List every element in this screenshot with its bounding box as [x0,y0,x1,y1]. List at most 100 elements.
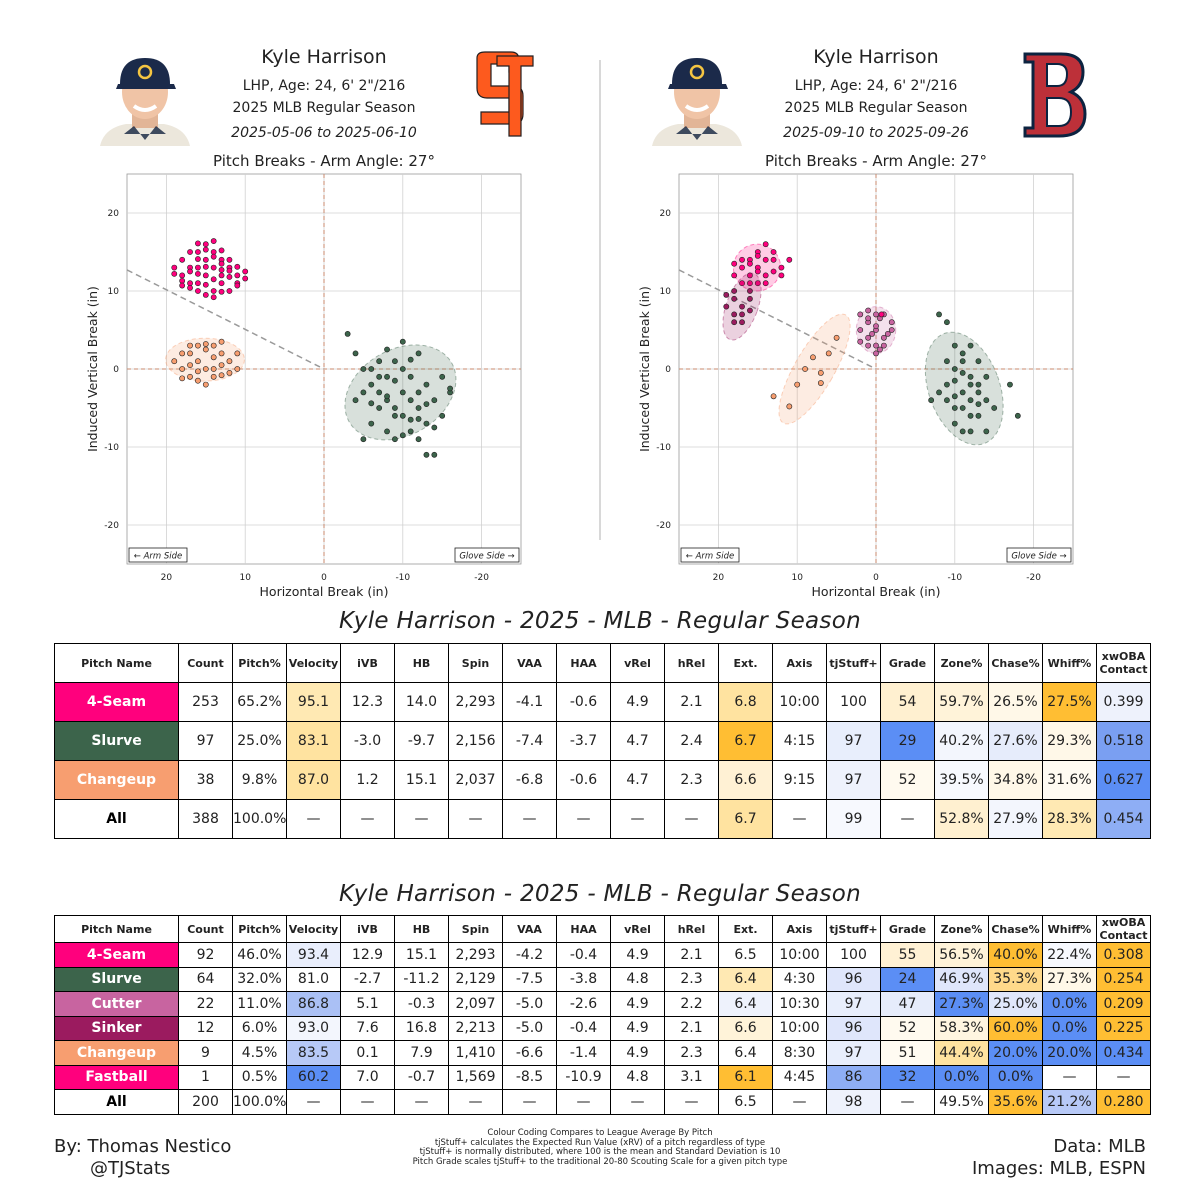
stat-cell: 6.8 [718,682,773,722]
table-row: Fastball 1 0.5% 60.2 7.0 -0.7 1,569 -8.5 -10.9 4.… [54,1064,1151,1090]
stat-cell: 96 [826,966,881,992]
pitch-point-slurve [975,381,982,388]
author-handle: @TJStats [90,1158,171,1179]
pitch-point-slurve [944,319,950,326]
pitch-point-4-seam [226,267,233,274]
stat-cell: 6.4 [718,1040,773,1066]
stat-cell: 86.8 [286,991,341,1017]
pitch-point-slurve [951,405,958,411]
stat-cell: 2.2 [664,991,719,1017]
sf-giants-logo-icon [467,50,537,140]
pitch-point-slurve [399,412,406,419]
stat-cell: 7.6 [340,1015,395,1041]
pitch-point-changeup [210,342,217,349]
stat-cell: 86 [826,1064,881,1090]
column-header: vRel [610,643,665,683]
pitch-point-4-seam [218,267,225,273]
stat-cell: 2.3 [664,760,719,800]
stat-cell: 0.225 [1096,1015,1151,1041]
stat-cell: 100.0% [232,1089,287,1115]
player-name: Kyle Harrison [813,46,939,68]
pitch-point-sinker [731,295,738,302]
column-header: Zone% [934,915,989,943]
pitch-point-changeup [218,372,225,379]
stat-cell: 99 [826,799,881,839]
pitch-point-4-seam [739,264,745,271]
column-header: HAA [556,643,611,683]
pitch-point-4-seam [195,264,201,271]
column-header: Spin [448,915,503,943]
stat-cell: -6.8 [502,760,557,800]
stat-cell: 9:15 [772,760,827,800]
pitch-point-slurve [951,420,958,427]
stat-cell: 97 [826,991,881,1017]
pitch-point-changeup [195,377,201,384]
pitch-point-cutter [873,323,879,329]
stat-cell: 52 [880,1015,935,1041]
stat-cell: 20.0% [988,1040,1043,1066]
stat-cell: 52.8% [934,799,989,839]
stat-cell: 6.6 [718,1015,773,1041]
pitch-point-4-seam [187,268,193,275]
table-row: Slurve 64 32.0% 81.0 -2.7 -11.2 2,129 -7.5 -3.8 4… [54,966,1151,992]
stat-cell: — [340,799,395,839]
arm-side-box [128,547,188,563]
stat-cell: 2.3 [664,966,719,992]
stat-cell: 55 [880,942,935,968]
pitch-point-slurve [352,397,359,404]
stat-cell: 6.4 [718,991,773,1017]
x-axis-label: Horizontal Break (in) [812,584,941,599]
pitch-point-changeup [187,362,193,368]
pitch-point-slurve [951,377,958,384]
stat-cell: 4.7 [610,760,665,800]
stat-cell: — [502,1089,557,1115]
plot-title-left: Pitch Breaks - Arm Angle: 27° [213,152,435,170]
stat-cell: -3.7 [556,721,611,761]
pitch-point-sinker [731,288,738,294]
stat-cell: 5.1 [340,991,395,1017]
pitch-name-cell: All [54,799,179,839]
pitch-point-4-seam [202,292,209,298]
stat-cell: 6.0% [232,1015,287,1041]
pitch-point-4-seam [195,249,201,255]
pitch-point-slurve [983,373,990,380]
boston-red-sox-logo-icon [1019,50,1089,140]
pitch-point-changeup [195,342,201,349]
pitch-point-cutter [873,350,879,357]
stat-cell: 98 [826,1089,881,1115]
pitch-point-cutter [888,319,895,326]
stat-cell: 97 [826,760,881,800]
pitch-break-chart-right: 20 10 0 -10 -20 20 10 0 -10 -20 ← Arm Side Glove Si… [637,173,1074,599]
stat-cell: 0.454 [1096,799,1151,839]
pitch-point-slurve [423,401,430,407]
stat-cell: 95.1 [286,682,341,722]
pitch-point-slurve [399,389,406,396]
pitch-point-4-seam [739,280,745,287]
pitch-point-slurve [368,420,375,427]
pitch-point-4-seam [762,272,769,279]
table-row: 4-Seam 92 46.0% 93.4 12.9 15.1 2,293 -4.2 -0.4 4.… [54,942,1151,968]
stat-cell: 10:00 [772,682,827,722]
column-header: HB [394,915,449,943]
stat-cell: 59.7% [934,682,989,722]
pitch-point-4-seam [195,280,201,287]
stat-cell: 29.3% [1042,721,1097,761]
y-tick-label: 10 [660,287,672,297]
stat-cell: 58.3% [934,1015,989,1041]
stat-cell: 44.4% [934,1040,989,1066]
pitch-point-cutter [880,334,887,341]
stat-cell: -5.0 [502,991,557,1017]
author-name: By: Thomas Nestico [54,1136,232,1157]
footer-notes: Colour Coding Compares to League Average… [360,1128,840,1167]
pitch-point-sinker [731,319,738,326]
stat-cell: 10:30 [772,991,827,1017]
stat-cell: -11.2 [394,966,449,992]
pitch-point-4-seam [202,246,209,253]
stat-cell: 6.6 [718,760,773,800]
stat-cell: — [664,1089,719,1115]
stat-cell: 34.8% [988,760,1043,800]
pitch-point-slurve [368,381,375,388]
column-header: hRel [664,643,719,683]
pitch-point-slurve [959,358,966,365]
pitch-point-changeup [226,358,233,365]
